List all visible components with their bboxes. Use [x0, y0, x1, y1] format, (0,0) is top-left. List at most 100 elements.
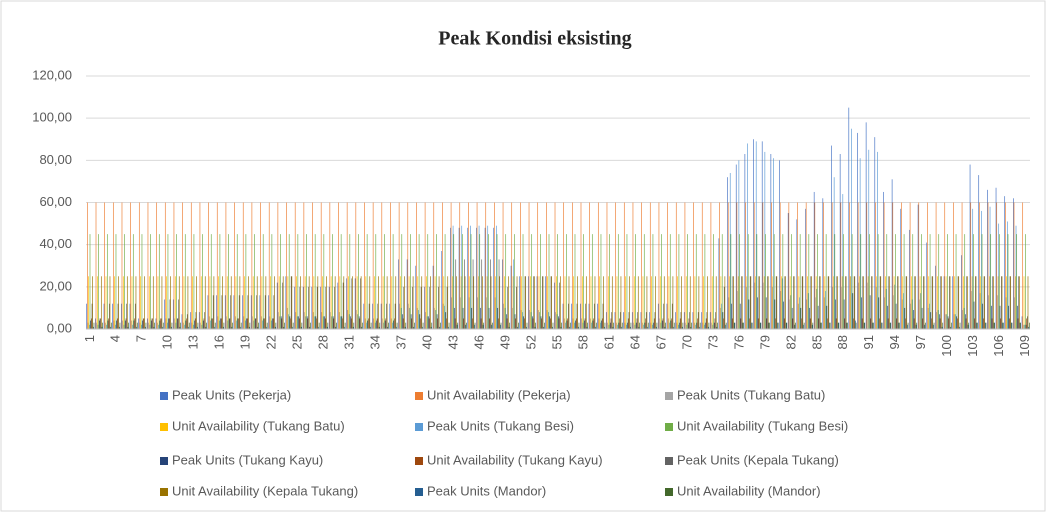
- bar: [236, 234, 238, 329]
- bar: [863, 322, 865, 329]
- bar: [415, 265, 417, 329]
- bar: [347, 310, 349, 329]
- bar: [999, 234, 1000, 329]
- bar: [528, 202, 530, 329]
- bar: [592, 320, 594, 329]
- bar: [1004, 196, 1006, 329]
- bar: [807, 276, 808, 329]
- bar: [735, 164, 737, 329]
- bar: [525, 276, 527, 329]
- bar: [518, 322, 519, 329]
- bar: [703, 324, 705, 329]
- bar: [947, 234, 948, 329]
- bar: [755, 276, 756, 329]
- bar: [488, 234, 489, 329]
- bar: [512, 307, 513, 329]
- bar: [962, 310, 964, 329]
- bar: [429, 286, 431, 329]
- bar: [496, 225, 497, 329]
- bar: [393, 320, 395, 329]
- bar: [367, 320, 369, 329]
- bar: [157, 276, 159, 329]
- bar: [866, 202, 868, 329]
- bar: [456, 276, 457, 329]
- bar: [308, 276, 310, 329]
- bar: [673, 322, 675, 329]
- x-tick-label: 79: [757, 335, 772, 349]
- bar: [373, 318, 375, 329]
- bar: [333, 318, 335, 329]
- bar: [219, 234, 221, 329]
- bar: [686, 324, 688, 329]
- bar: [342, 318, 343, 329]
- bar: [364, 202, 365, 329]
- bar: [978, 175, 980, 329]
- bar: [1002, 322, 1004, 329]
- bar: [591, 234, 593, 329]
- bar: [506, 314, 507, 329]
- bar: [100, 276, 102, 329]
- bar: [579, 303, 581, 329]
- bar: [708, 322, 710, 329]
- bar: [459, 202, 461, 329]
- bar: [965, 314, 966, 329]
- bar: [949, 276, 950, 329]
- bar: [618, 322, 620, 329]
- bar: [271, 234, 273, 329]
- bar: [637, 312, 638, 329]
- legend-swatch: [415, 457, 423, 465]
- bar: [103, 303, 105, 329]
- bar: [611, 312, 612, 329]
- bar: [550, 276, 552, 329]
- bar: [203, 318, 205, 329]
- bar: [532, 318, 534, 329]
- bar: [941, 276, 942, 329]
- legend-label: Peak Units (Tukang Kayu): [172, 452, 323, 467]
- bar: [678, 234, 680, 329]
- bar: [318, 322, 320, 329]
- bar: [187, 276, 189, 329]
- bar: [717, 322, 718, 329]
- legend-swatch: [665, 423, 673, 431]
- bar: [572, 318, 574, 329]
- bar: [586, 326, 588, 329]
- bar: [961, 202, 963, 329]
- bar: [967, 324, 969, 329]
- bar: [853, 318, 854, 329]
- bar: [409, 307, 411, 329]
- bar: [326, 276, 327, 329]
- bar: [176, 234, 177, 329]
- bar: [502, 259, 503, 329]
- bar: [360, 278, 361, 329]
- bar: [318, 326, 319, 329]
- bar: [939, 314, 940, 329]
- bar: [401, 234, 403, 329]
- bar: [581, 318, 582, 329]
- bar: [722, 312, 724, 329]
- bar: [250, 295, 252, 329]
- bar: [228, 234, 229, 329]
- bar: [621, 322, 623, 329]
- bar: [769, 322, 770, 329]
- bar: [90, 320, 91, 329]
- bar: [497, 307, 499, 329]
- bar: [472, 259, 474, 329]
- bar: [899, 322, 900, 329]
- bar: [799, 297, 800, 329]
- bar: [947, 316, 949, 329]
- bar: [931, 276, 933, 329]
- bar: [417, 276, 419, 329]
- bar: [278, 312, 279, 329]
- bar: [314, 316, 315, 329]
- bar: [404, 326, 406, 329]
- bar: [252, 276, 254, 329]
- bar: [781, 276, 782, 329]
- bar: [220, 318, 221, 329]
- bar: [512, 276, 514, 329]
- bar: [973, 234, 974, 329]
- bar: [517, 326, 519, 329]
- bar: [101, 326, 103, 329]
- bar: [352, 326, 354, 329]
- bar: [118, 326, 120, 329]
- bar: [883, 202, 885, 329]
